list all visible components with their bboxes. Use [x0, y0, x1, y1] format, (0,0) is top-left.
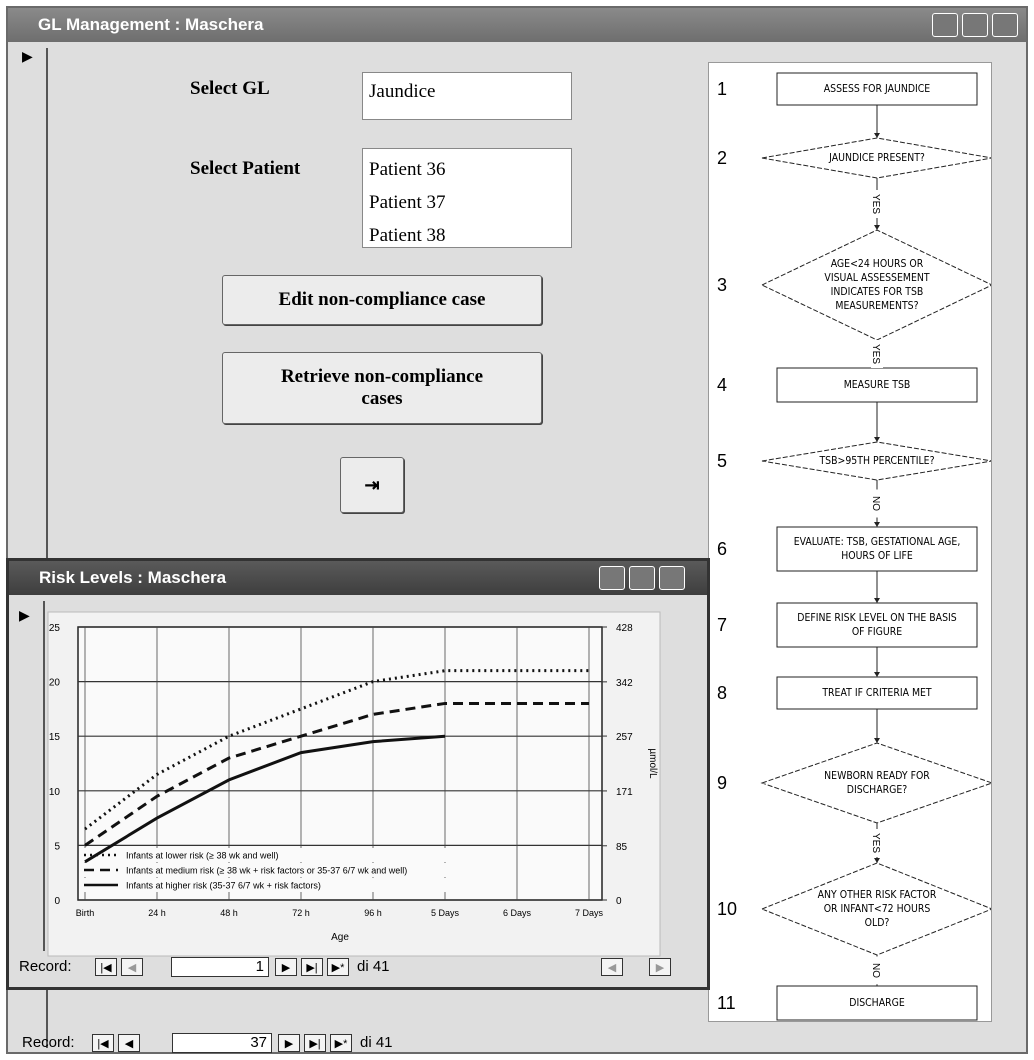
edge-label: YES — [870, 194, 881, 214]
exit-button[interactable]: ⇥ — [340, 457, 404, 513]
patient-listbox[interactable]: Patient 36 Patient 37 Patient 38 — [362, 148, 572, 248]
step-label: ASSESS FOR JAUNDICE — [794, 73, 961, 105]
select-patient-label: Select Patient — [190, 158, 300, 180]
step-label: TREAT IF CRITERIA MET — [794, 677, 961, 709]
minimize-button[interactable] — [599, 566, 625, 590]
step-label: EVALUATE: TSB, GESTATIONAL AGE, HOURS OF… — [794, 527, 961, 571]
next-record[interactable]: ▶ — [278, 1034, 300, 1052]
first-record[interactable]: |◀ — [95, 958, 117, 976]
step-number: 8 — [717, 683, 727, 703]
record-field[interactable]: 37 — [172, 1033, 272, 1053]
close-button[interactable] — [659, 566, 685, 590]
step-label: MEASURE TSB — [794, 368, 961, 402]
record-selector: ▶ — [13, 601, 45, 951]
edge-label: YES — [870, 833, 881, 853]
last-record[interactable]: ▶| — [304, 1034, 326, 1052]
record-field[interactable]: 1 — [171, 957, 269, 977]
window-title: Risk Levels : Maschera — [39, 568, 226, 587]
step-number: 3 — [717, 275, 727, 295]
step-number: 11 — [717, 993, 736, 1013]
record-label: Record: — [22, 1034, 75, 1051]
gl-listbox[interactable]: Jaundice — [362, 72, 572, 120]
first-record[interactable]: |◀ — [92, 1034, 114, 1052]
retrieve-button[interactable]: Retrieve non-compliance cases — [222, 352, 542, 424]
edge-label: YES — [870, 344, 881, 364]
edge-label: NO — [870, 963, 881, 978]
title-bar: GL Management : Maschera — [8, 8, 1026, 42]
step-label: ANY OTHER RISK FACTOR OR INFANT<72 HOURS… — [813, 863, 941, 955]
minimize-button[interactable] — [932, 13, 958, 37]
record-total: di 41 — [360, 1034, 393, 1051]
prev-record[interactable]: ◀ — [121, 958, 143, 976]
gl-option[interactable]: Jaundice — [369, 81, 435, 102]
record-pointer: ▶ — [19, 607, 30, 624]
last-record[interactable]: ▶| — [301, 958, 323, 976]
step-label: AGE<24 HOURS OR VISUAL ASSESSEMENT INDIC… — [813, 230, 941, 340]
record-label: Record: — [19, 958, 72, 975]
scroll-left[interactable]: ◀ — [601, 958, 623, 976]
record-total: di 41 — [357, 958, 390, 975]
patient-option[interactable]: Patient 38 — [369, 219, 565, 252]
step-number: 6 — [717, 539, 727, 559]
edge-label: NO — [870, 496, 881, 511]
step-number: 7 — [717, 615, 727, 635]
step-label: DEFINE RISK LEVEL ON THE BASIS OF FIGURE — [794, 603, 961, 647]
patient-option[interactable]: Patient 36 — [369, 153, 565, 186]
step-label: NEWBORN READY FOR DISCHARGE? — [813, 743, 941, 823]
step-number: 2 — [717, 148, 727, 168]
step-number: 4 — [717, 375, 727, 395]
step-number: 10 — [717, 899, 737, 919]
step-label: TSB>95TH PERCENTILE? — [813, 442, 941, 480]
close-button[interactable] — [992, 13, 1018, 37]
step-number: 9 — [717, 773, 727, 793]
prev-record[interactable]: ◀ — [118, 1034, 140, 1052]
flowchart-panel: 1 2 3 4 5 6 7 8 9 10 11 YES YES NO YES NO ASSESS FOR JA… — [708, 62, 992, 1022]
step-label: JAUNDICE PRESENT? — [813, 138, 941, 178]
scroll-right[interactable]: ▶ — [649, 958, 671, 976]
window-title: GL Management : Maschera — [38, 15, 263, 34]
step-number: 5 — [717, 451, 727, 471]
step-number: 1 — [717, 79, 727, 99]
new-record[interactable]: ▶* — [327, 958, 349, 976]
screen: GL Management : Maschera ▶ Select GL Jau… — [0, 0, 1034, 1060]
risk-window: Risk Levels : Maschera ▶ Record: |◀ ◀ 1 … — [6, 558, 710, 990]
patient-option[interactable]: Patient 37 — [369, 186, 565, 219]
edit-button[interactable]: Edit non-compliance case — [222, 275, 542, 325]
next-record[interactable]: ▶ — [275, 958, 297, 976]
new-record[interactable]: ▶* — [330, 1034, 352, 1052]
select-gl-label: Select GL — [190, 78, 270, 100]
maximize-button[interactable] — [629, 566, 655, 590]
step-label: DISCHARGE — [794, 986, 961, 1020]
maximize-button[interactable] — [962, 13, 988, 37]
record-pointer: ▶ — [22, 48, 33, 65]
